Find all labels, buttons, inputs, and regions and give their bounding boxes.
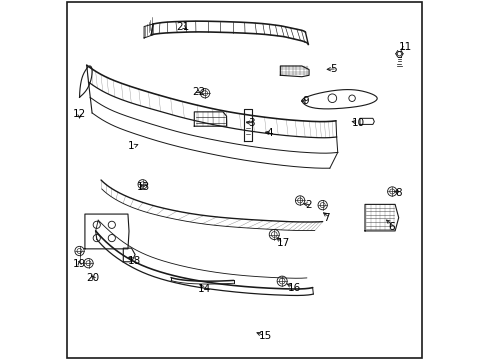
Text: 6: 6 [387,222,394,231]
Circle shape [140,182,145,187]
Text: 14: 14 [198,284,211,294]
Text: 18: 18 [128,256,141,266]
Text: 19: 19 [73,259,86,269]
Text: 5: 5 [330,64,337,74]
Circle shape [297,198,302,203]
Text: 2: 2 [305,200,311,210]
Text: 13: 13 [137,182,150,192]
Text: 11: 11 [398,42,411,52]
Circle shape [77,248,82,253]
Text: 7: 7 [323,213,329,222]
Text: 1: 1 [128,141,134,151]
Text: 12: 12 [73,109,86,119]
Text: 16: 16 [287,283,300,293]
Text: 10: 10 [351,118,365,128]
Circle shape [86,261,91,266]
Text: 20: 20 [86,273,100,283]
Text: 15: 15 [258,331,271,341]
Text: 4: 4 [265,129,272,138]
Text: 21: 21 [176,22,189,32]
Text: 17: 17 [276,238,289,248]
Text: 22: 22 [192,87,205,97]
Text: 3: 3 [247,118,254,128]
Circle shape [202,91,207,96]
Text: 8: 8 [394,188,401,198]
Circle shape [320,203,325,208]
Circle shape [389,189,394,194]
Text: 9: 9 [301,96,308,106]
